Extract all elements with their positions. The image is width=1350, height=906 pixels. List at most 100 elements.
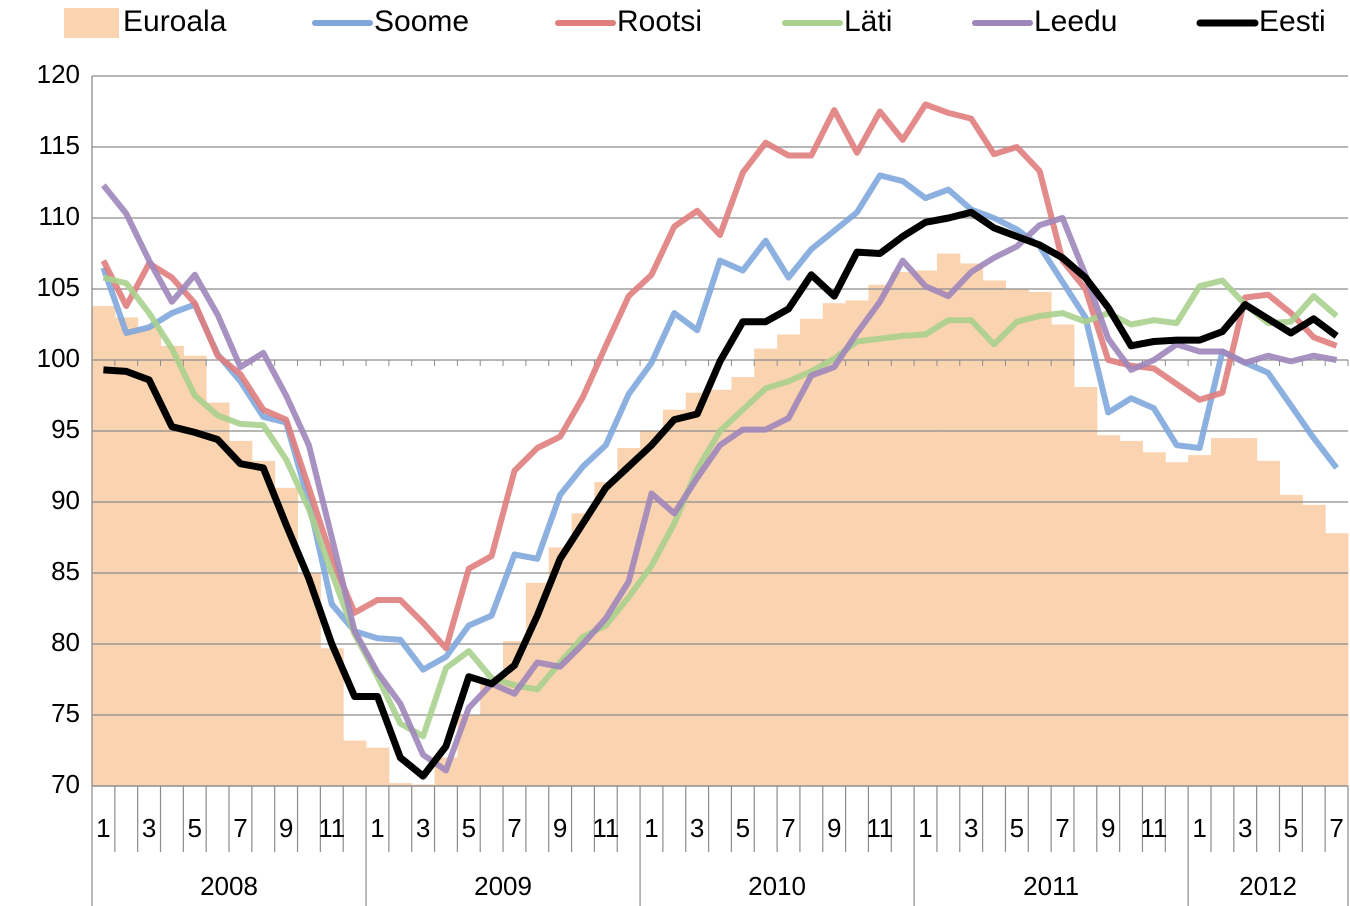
y-tick-label: 115 [39,130,80,160]
bar [571,513,595,786]
legend-label: Euroala [123,5,227,38]
bar [617,448,641,786]
x-tick-label: 5 [736,813,750,843]
bar [708,389,732,786]
year-label: 2011 [1023,871,1079,901]
bar [662,409,687,786]
x-tick-label: 5 [188,813,202,843]
bar [1256,460,1280,786]
bar [891,271,915,787]
x-tick-label: 7 [1055,813,1069,843]
x-tick-label: 9 [827,813,841,843]
bar [274,487,299,786]
legend-label: Leedu [1034,5,1117,38]
bar [160,345,184,786]
bar [594,482,618,786]
x-tick-label: 3 [1238,813,1252,843]
bar [137,327,162,786]
y-tick-label: 70 [51,769,80,799]
y-tick-label: 85 [51,556,80,586]
bar [1119,440,1143,786]
x-tick-label: 9 [553,813,567,843]
year-label: 2009 [474,871,532,901]
year-label: 2010 [748,871,806,901]
bar [982,280,1006,786]
bar [480,679,504,786]
bar [1302,504,1326,786]
bar [936,253,961,786]
bar [114,317,139,786]
y-tick-label: 110 [39,201,80,231]
bar [799,318,824,786]
bar [1142,452,1166,786]
x-tick-label: 11 [318,813,345,843]
bar [206,402,230,786]
year-label: 2008 [200,871,258,901]
bar [297,573,321,786]
y-tick-label: 120 [37,59,80,89]
x-tick-label: 5 [1010,813,1024,843]
legend-label: Läti [844,5,892,38]
x-tick-label: 1 [1192,813,1206,843]
y-tick-label: 90 [51,485,80,515]
line-series [101,183,1338,774]
x-tick-label: 3 [964,813,978,843]
y-tick-label: 95 [51,414,80,444]
x-tick-label: 1 [918,813,932,843]
bar [343,740,367,786]
bar [1005,289,1029,786]
bar [914,270,938,786]
x-tick-label: 1 [370,813,384,843]
y-tick-label: 75 [51,698,80,728]
x-tick-label: 3 [142,813,156,843]
bar [1028,291,1052,786]
x-tick-label: 5 [1284,813,1298,843]
y-tick-label: 100 [37,343,80,373]
bar [92,306,116,786]
x-tick-label: 7 [507,813,521,843]
legend-label: Soome [374,5,469,38]
x-tick-label: 1 [644,813,658,843]
bar [388,783,413,786]
x-tick-label: 3 [690,813,704,843]
bar [1279,494,1303,786]
bar [411,784,436,786]
x-tick-label: 7 [233,813,247,843]
bar [1188,455,1212,786]
x-tick-label: 1 [96,813,110,843]
x-tick-label: 11 [866,813,893,843]
bar [1096,435,1121,786]
bar [183,355,207,786]
x-tick-label: 5 [462,813,476,843]
bar [959,263,984,786]
x-tick-label: 3 [416,813,430,843]
bar [1325,533,1349,786]
bar [251,460,276,786]
bar [754,348,778,786]
legend-label: Eesti [1259,5,1326,38]
bar [731,377,755,786]
bar [366,747,390,786]
bar [503,641,527,786]
bar [1165,462,1189,786]
x-tick-label: 9 [1101,813,1115,843]
legend-label: Rootsi [617,5,702,38]
bar [457,715,481,786]
bar [777,334,801,786]
bar [822,303,847,786]
line-series [103,208,1339,780]
x-tick-label: 7 [781,813,795,843]
x-tick-label: 9 [279,813,293,843]
bar [1051,324,1075,786]
x-tick-label: 11 [592,813,619,843]
bar [1233,438,1258,786]
bar [868,284,892,786]
year-label: 2012 [1239,871,1297,901]
line-series [102,274,1339,740]
bar [320,648,344,786]
x-tick-label: 7 [1329,813,1343,843]
bar [640,431,664,786]
bar [845,300,869,786]
legend-swatch [64,8,119,38]
